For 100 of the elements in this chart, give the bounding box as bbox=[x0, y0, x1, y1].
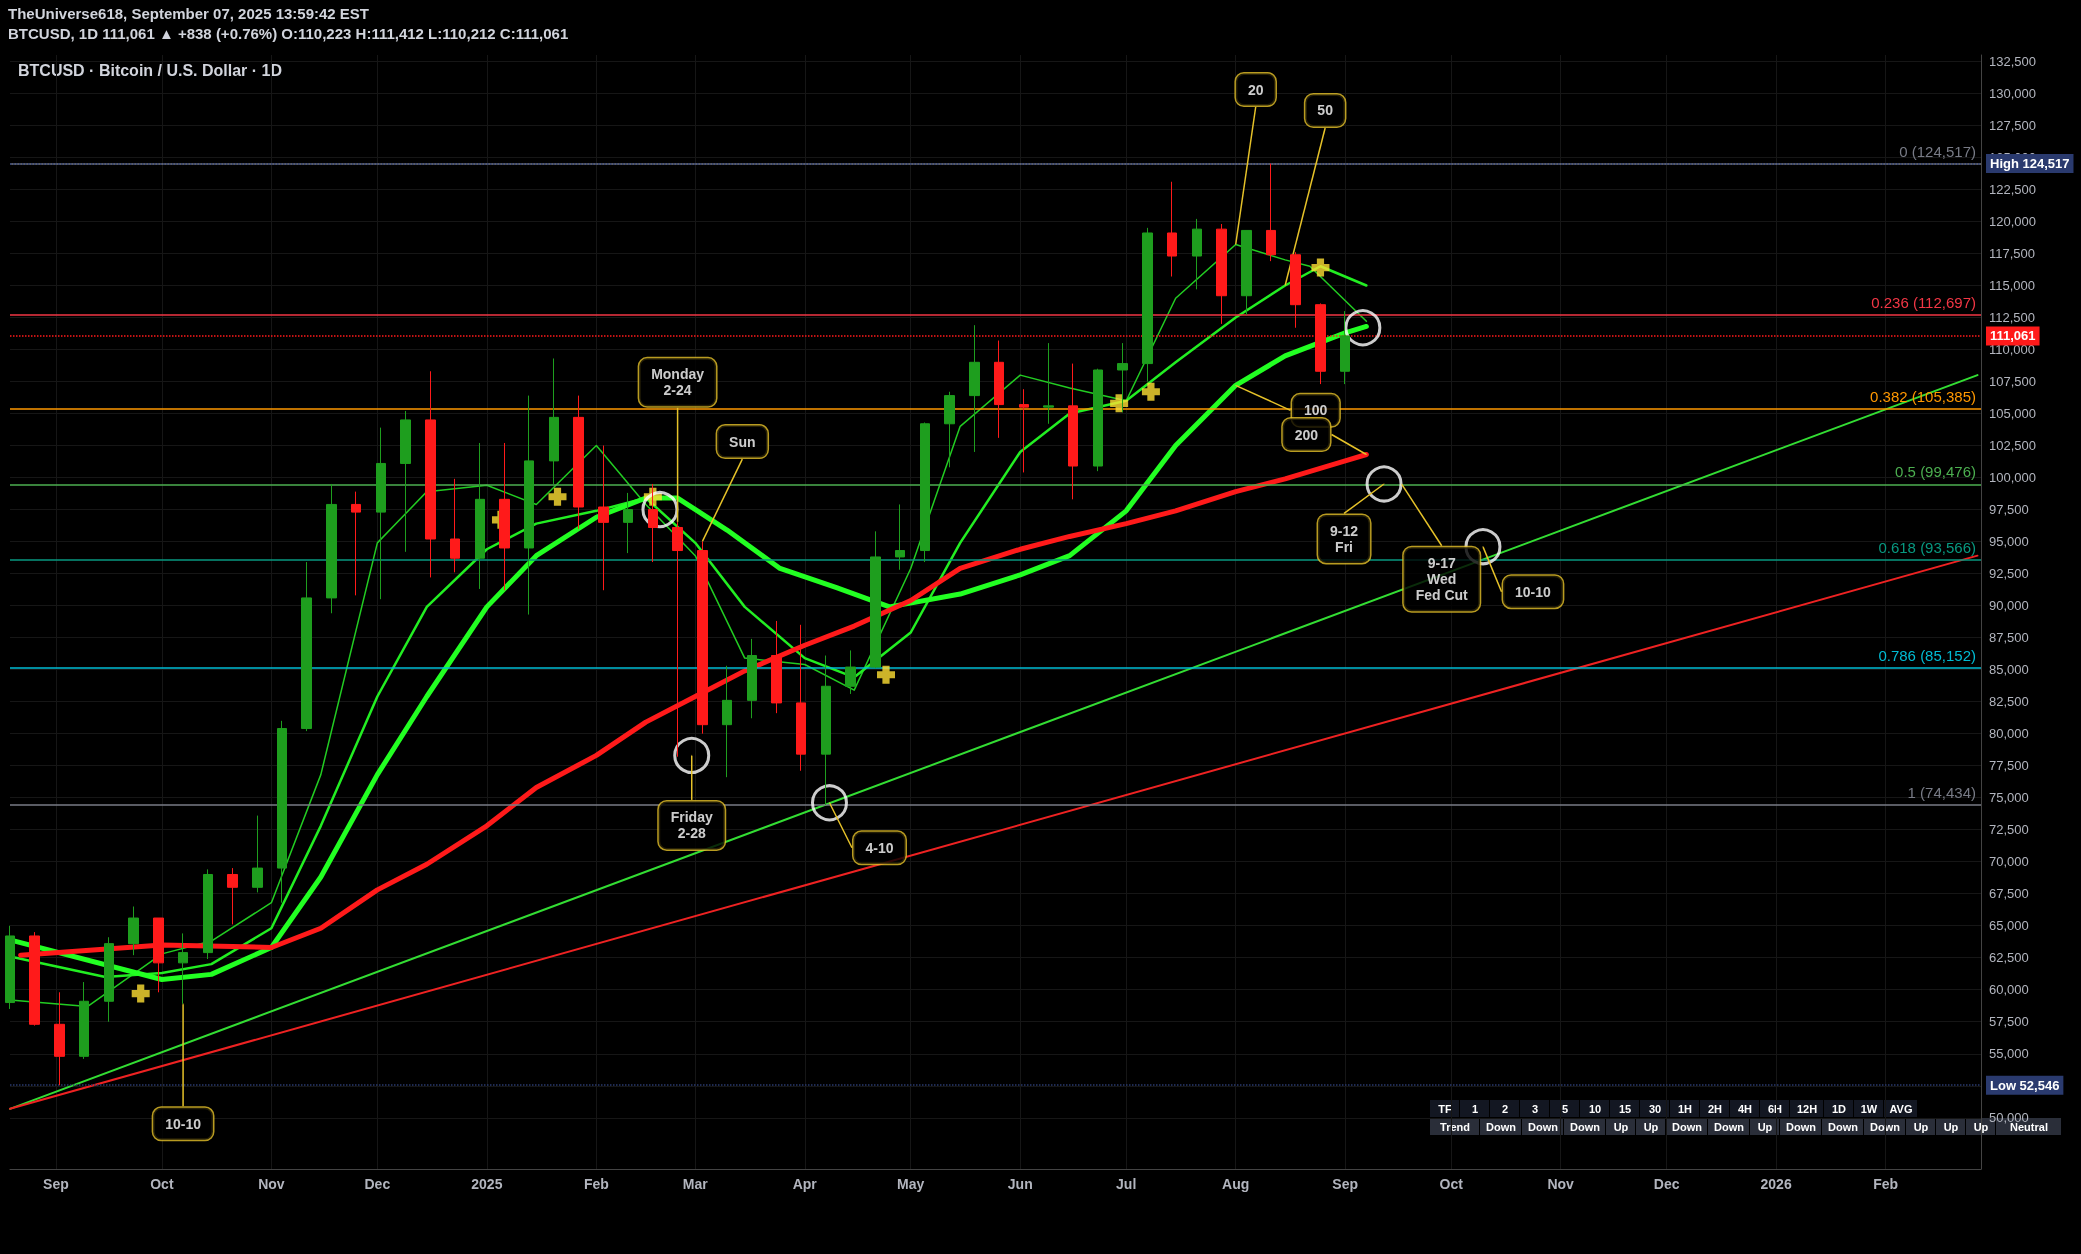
ref-line-label: 0.382 (105,385) bbox=[1870, 387, 1976, 405]
y-tick-label: 65,000 bbox=[1989, 918, 2029, 934]
x-tick-label: Sep bbox=[43, 1176, 69, 1192]
candlestick bbox=[994, 340, 1004, 439]
candlestick bbox=[920, 421, 930, 563]
point bbox=[811, 784, 848, 822]
text: TF 1 2 3 5 10 15 30 1H 2H 4H 6H 12H 1D 1W AVG bbox=[1438, 1103, 1913, 1115]
chart-title: BTCUSD · Bitcoin / U.S. Dollar · 1D bbox=[18, 61, 283, 79]
x-tick-label: Dec bbox=[364, 1176, 391, 1192]
annotation: 10-10 bbox=[165, 1115, 202, 1132]
candlestick bbox=[1117, 342, 1128, 413]
candlestick bbox=[1266, 163, 1276, 262]
y-tick-label: 62,500 bbox=[1989, 950, 2029, 966]
candlestick bbox=[1192, 218, 1202, 290]
candlestick bbox=[969, 324, 980, 453]
candlestick bbox=[870, 530, 881, 669]
candlestick bbox=[1043, 342, 1054, 425]
x-tick-label: Feb bbox=[1873, 1176, 1899, 1192]
y-tick-label: 97,500 bbox=[1989, 502, 2029, 518]
ref-line-label: High 124,517 bbox=[1990, 156, 2070, 172]
annotation: Monday 2-24 bbox=[651, 366, 705, 399]
y-tick-label: 75,000 bbox=[1989, 790, 2029, 806]
annotation: 4-10 bbox=[865, 839, 894, 856]
candlestick bbox=[944, 391, 955, 468]
ref-line-label: Low 52,546 bbox=[1990, 1077, 2060, 1093]
x-tick-label: Apr bbox=[792, 1176, 818, 1192]
candlestick bbox=[326, 483, 337, 614]
x-tick-label: Nov bbox=[1547, 1176, 1575, 1192]
candlestick bbox=[425, 370, 436, 578]
candlestick bbox=[549, 357, 559, 485]
candlestick bbox=[1241, 229, 1252, 316]
candlestick bbox=[623, 492, 633, 554]
y-tick-label: 130,000 bbox=[1989, 85, 2036, 101]
y-tick-label: 117,500 bbox=[1989, 245, 2036, 261]
annotation: 9-12 Fri bbox=[1330, 522, 1359, 555]
point bbox=[1311, 258, 1330, 277]
candlestick bbox=[524, 395, 534, 616]
y-tick-label: 105,000 bbox=[1989, 406, 2036, 422]
point bbox=[877, 665, 895, 684]
ref-line-label: 0.786 (85,152) bbox=[1878, 646, 1976, 664]
candlestick bbox=[1340, 310, 1350, 385]
x-tick-label: 2026 bbox=[1760, 1176, 1792, 1192]
candlestick bbox=[771, 620, 782, 714]
text: BTCUSD, 1D 111,061 ▲ +838 (+0.76%) O:110,223 H:111,412 L:110,212 C:111,061 bbox=[8, 24, 570, 44]
candlestick bbox=[1093, 368, 1103, 472]
y-tick-label: 127,500 bbox=[1989, 117, 2036, 133]
candlestick bbox=[376, 427, 386, 600]
point bbox=[673, 736, 711, 774]
candlestick bbox=[5, 925, 15, 1010]
annotation: Sun bbox=[729, 433, 756, 450]
point bbox=[1365, 465, 1403, 503]
x-tick-label: Jun bbox=[1007, 1176, 1033, 1192]
point bbox=[548, 487, 567, 506]
annotation: 20 bbox=[1247, 81, 1264, 98]
candlestick bbox=[104, 936, 114, 1023]
candlestick bbox=[277, 720, 287, 904]
point bbox=[1141, 382, 1160, 401]
y-tick-label: 55,000 bbox=[1989, 1046, 2029, 1062]
y-tick-label: 90,000 bbox=[1989, 598, 2029, 614]
candlestick bbox=[128, 906, 139, 956]
candlestick bbox=[450, 478, 460, 573]
y-tick-label: 122,500 bbox=[1989, 181, 2036, 197]
candlestick bbox=[351, 491, 361, 596]
candlestick bbox=[1216, 223, 1227, 325]
x-tick-label: Sep bbox=[1332, 1176, 1359, 1192]
y-tick-label: 72,500 bbox=[1989, 822, 2029, 838]
x-tick-label: Oct bbox=[150, 1176, 174, 1192]
candlestick bbox=[203, 868, 213, 960]
ref-line-label: 0.618 (93,566) bbox=[1878, 538, 1976, 556]
y-tick-label: 57,500 bbox=[1989, 1014, 2029, 1030]
ref-line-label: 0.236 (112,697) bbox=[1871, 293, 1976, 311]
ref-line-label: 0 (124,517) bbox=[1899, 142, 1976, 160]
x-tick-label: Nov bbox=[258, 1176, 285, 1192]
candlestick bbox=[573, 395, 584, 530]
y-tick-label: 115,000 bbox=[1989, 277, 2036, 293]
y-tick-label: 67,500 bbox=[1989, 886, 2029, 902]
candlestick bbox=[1068, 363, 1078, 500]
candlestick bbox=[1290, 251, 1301, 329]
y-tick-label: 92,500 bbox=[1989, 566, 2029, 582]
ref-line-label: 0.5 (99,476) bbox=[1895, 463, 1976, 481]
x-tick-label: 2025 bbox=[471, 1176, 503, 1192]
candlestick bbox=[227, 867, 238, 925]
y-tick-label: 85,000 bbox=[1989, 662, 2029, 678]
chart-subtitle: TheUniverse618, September 07, 2025 13:59:42 EST bbox=[8, 4, 371, 24]
point bbox=[131, 984, 150, 1003]
candlestick bbox=[722, 665, 732, 778]
y-tick-label: 87,500 bbox=[1989, 630, 2029, 646]
candlestick bbox=[796, 624, 806, 772]
candlestick bbox=[400, 410, 411, 553]
ref-line-label: 1 (74,434) bbox=[1907, 783, 1976, 801]
annotation: Friday 2-28 bbox=[670, 809, 713, 842]
candlestick bbox=[475, 442, 485, 590]
ref-line-label: 111,061 bbox=[1990, 328, 2036, 344]
y-tick-label: 77,500 bbox=[1989, 758, 2029, 774]
y-tick-label: 120,000 bbox=[1989, 213, 2036, 229]
annotation: 200 bbox=[1294, 426, 1319, 443]
candlestick bbox=[845, 649, 856, 695]
candlestick bbox=[79, 981, 89, 1060]
x-tick-label: Jul bbox=[1116, 1176, 1137, 1192]
x-tick-label: Dec bbox=[1653, 1176, 1680, 1192]
